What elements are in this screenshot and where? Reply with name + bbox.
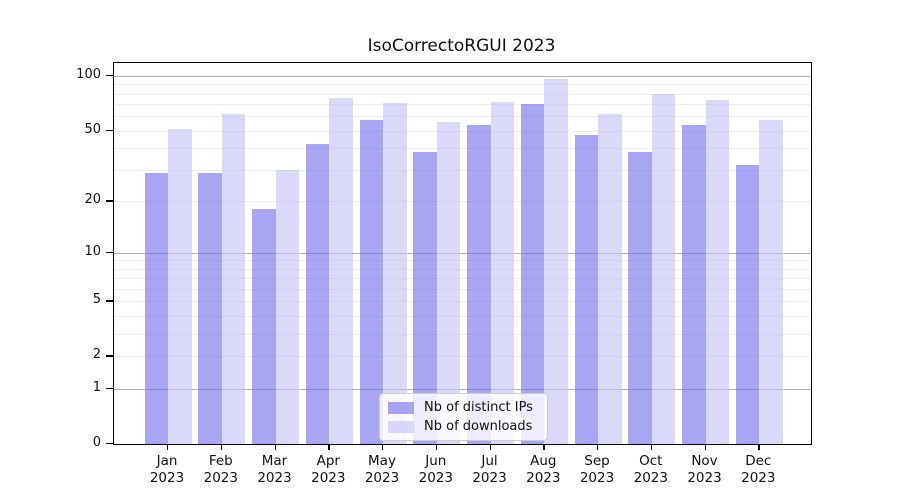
x-tick-mark: [435, 444, 438, 451]
bar-distinct-ips-jan: [144, 172, 168, 444]
x-tick-label-may: May 2023: [364, 453, 400, 486]
legend-label-distinct-ips: Nb of distinct IPs: [424, 400, 533, 415]
y-tick-mark: [106, 355, 113, 357]
x-tick-mark: [597, 444, 599, 451]
bar-distinct-ips-mar: [252, 209, 276, 444]
gridline-9: [114, 260, 811, 262]
gridline-60: [114, 116, 811, 118]
x-tick-label-sep: Sep 2023: [579, 453, 615, 486]
gridline-1: [114, 388, 811, 390]
y-tick-mark: [106, 300, 113, 302]
y-tick-label-0: 0: [92, 435, 101, 450]
bar-distinct-ips-jun: [413, 151, 437, 444]
bar-distinct-ips-sep: [574, 135, 598, 444]
x-tick-mark: [758, 444, 760, 451]
gridline-8: [114, 268, 811, 270]
plot-area: Nb of distinct IPs Nb of downloads: [113, 62, 812, 445]
bar-downloads-jan: [168, 129, 192, 444]
legend-label-downloads: Nb of downloads: [424, 419, 533, 434]
x-tick-mark: [274, 444, 276, 451]
x-tick-mark: [328, 444, 330, 451]
y-tick-label-2: 2: [92, 347, 101, 363]
y-tick-label-5: 5: [92, 292, 101, 308]
x-tick-mark: [650, 444, 653, 451]
y-tick-mark: [106, 129, 113, 131]
y-tick-label-100: 100: [76, 67, 101, 83]
y-tick-label-1: 1: [92, 379, 101, 395]
x-tick-label-apr: Apr 2023: [311, 453, 346, 486]
bar-distinct-ips-may: [359, 120, 383, 444]
gridline-7: [114, 278, 811, 280]
y-tick-label-10: 10: [84, 243, 101, 259]
x-tick-label-mar: Mar 2023: [257, 453, 292, 486]
x-tick-mark: [543, 444, 545, 451]
x-tick-label-dec: Dec 2023: [741, 453, 776, 486]
x-tick-label-oct: Oct 2023: [633, 453, 668, 486]
y-tick-label-50: 50: [84, 121, 101, 137]
y-tick-mark: [106, 75, 113, 77]
x-tick-mark: [704, 444, 706, 451]
bar-downloads-jul: [490, 102, 514, 444]
bar-distinct-ips-jul: [467, 124, 491, 444]
gridline-4: [114, 315, 811, 317]
legend: Nb of distinct IPs Nb of downloads: [379, 393, 548, 441]
bar-downloads-aug: [544, 79, 568, 444]
y-tick-label-20: 20: [84, 192, 101, 208]
gridline-2: [114, 356, 811, 358]
y-tick-mark: [106, 200, 113, 202]
bar-downloads-may: [383, 103, 407, 444]
y-tick-mark: [106, 443, 113, 445]
gridline-10: [114, 252, 811, 254]
gridline-30: [114, 170, 811, 172]
x-tick-label-jun: Jun 2023: [418, 453, 453, 486]
x-tick-label-jul: Jul 2023: [472, 453, 507, 486]
bar-downloads-mar: [275, 170, 299, 444]
x-tick-mark: [220, 444, 223, 451]
bar-downloads-jun: [436, 121, 461, 444]
gridline-70: [114, 104, 811, 106]
legend-swatch-distinct-ips: [388, 401, 414, 414]
gridline-100: [114, 76, 811, 78]
y-tick-mark: [106, 251, 113, 254]
bar-downloads-dec: [759, 120, 783, 444]
bar-distinct-ips-feb: [198, 172, 222, 444]
gridline-50: [114, 130, 811, 132]
bar-downloads-oct: [651, 93, 676, 444]
bar-distinct-ips-apr: [305, 144, 330, 444]
x-tick-label-feb: Feb 2023: [203, 453, 238, 486]
gridline-3: [114, 333, 811, 335]
x-tick-label-nov: Nov 2023: [687, 453, 722, 486]
gridline-90: [114, 84, 811, 86]
bar-distinct-ips-oct: [628, 151, 652, 444]
bar-downloads-sep: [598, 113, 622, 444]
gridline-40: [114, 147, 811, 149]
gridline-5: [114, 301, 811, 303]
bar-downloads-apr: [329, 97, 353, 444]
bar-distinct-ips-aug: [520, 104, 545, 444]
y-tick-mark: [106, 387, 113, 390]
x-tick-mark: [167, 444, 169, 451]
legend-item-downloads: Nb of downloads: [388, 419, 533, 434]
bar-downloads-nov: [705, 99, 729, 444]
bar-distinct-ips-dec: [735, 165, 760, 444]
gridline-80: [114, 93, 811, 95]
x-tick-mark: [382, 444, 384, 451]
legend-item-distinct-ips: Nb of distinct IPs: [388, 400, 533, 415]
legend-swatch-downloads: [388, 420, 414, 433]
bar-distinct-ips-nov: [682, 124, 706, 444]
x-tick-mark: [489, 444, 491, 451]
chart-title: IsoCorrectoRGUI 2023: [367, 36, 556, 56]
gridline-20: [114, 201, 811, 203]
gridline-6: [114, 288, 811, 290]
x-tick-label-jan: Jan 2023: [149, 453, 185, 486]
x-tick-label-aug: Aug 2023: [526, 453, 561, 486]
bar-downloads-feb: [221, 113, 246, 444]
